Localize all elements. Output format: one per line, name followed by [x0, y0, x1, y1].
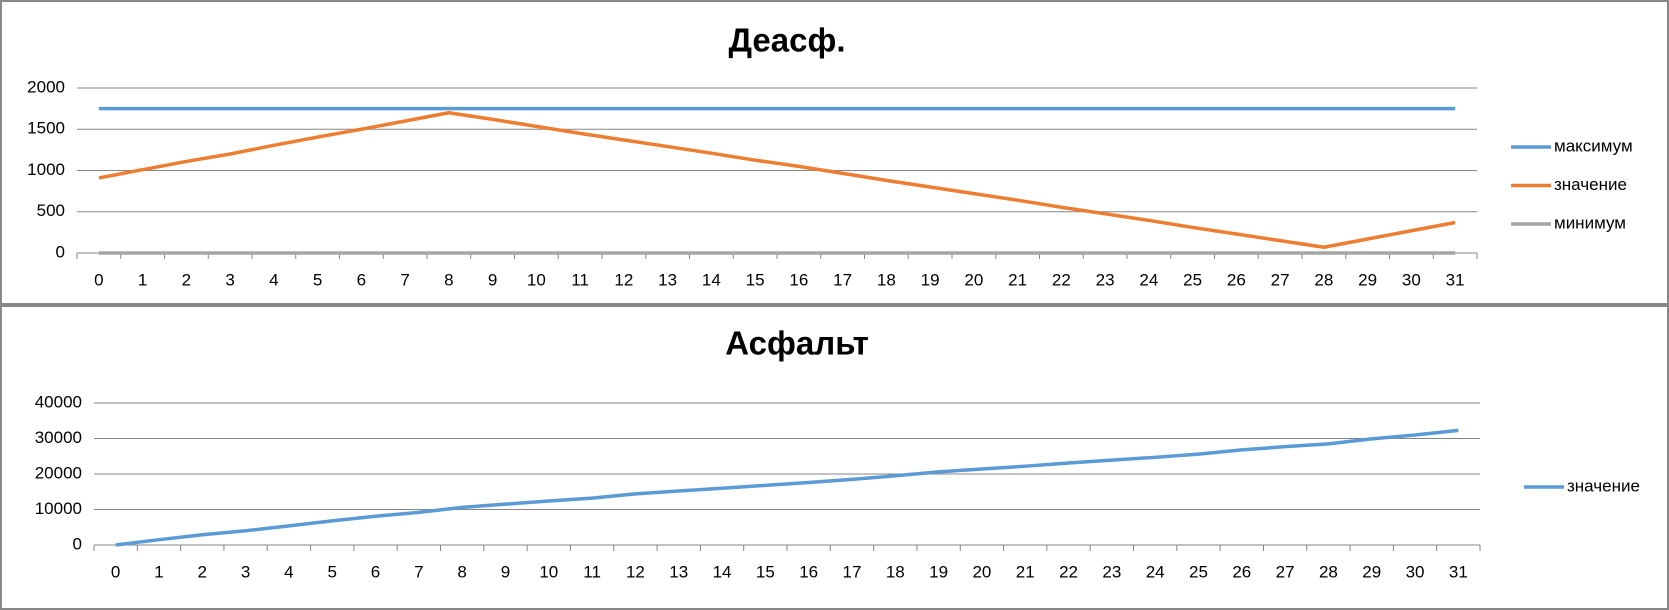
series-line — [98, 111, 1456, 249]
x-tick-label: 0 — [94, 270, 103, 289]
x-tick-label: 3 — [225, 270, 234, 289]
x-tick-label: 25 — [1183, 270, 1202, 289]
x-tick-label: 26 — [1232, 562, 1251, 581]
y-tick-label: 2000 — [27, 77, 65, 96]
chart-title: Асфальт — [725, 325, 869, 362]
x-tick-label: 25 — [1189, 562, 1208, 581]
x-tick-label: 14 — [713, 562, 732, 581]
x-tick-label: 24 — [1139, 270, 1158, 289]
x-tick-label: 20 — [964, 270, 983, 289]
legend-label: максимум — [1554, 136, 1633, 155]
legend-label: минимум — [1554, 213, 1626, 232]
x-tick-label: 2 — [182, 270, 191, 289]
panel-border — [0, 0, 1669, 305]
x-tick-label: 10 — [527, 270, 546, 289]
x-tick-label: 3 — [241, 562, 250, 581]
x-tick-label: 5 — [327, 562, 336, 581]
y-tick-label: 40000 — [35, 392, 82, 411]
y-tick-label: 0 — [73, 534, 82, 553]
x-tick-label: 5 — [313, 270, 322, 289]
x-tick-label: 30 — [1406, 562, 1425, 581]
x-tick-label: 6 — [357, 270, 366, 289]
x-tick-label: 2 — [198, 562, 207, 581]
x-tick-label: 26 — [1227, 270, 1246, 289]
x-tick-label: 17 — [833, 270, 852, 289]
x-tick-label: 4 — [284, 562, 293, 581]
x-tick-label: 20 — [972, 562, 991, 581]
x-tick-label: 16 — [799, 562, 818, 581]
x-tick-label: 12 — [614, 270, 633, 289]
y-tick-label: 0 — [56, 242, 65, 261]
x-tick-label: 7 — [414, 562, 423, 581]
x-tick-label: 23 — [1102, 562, 1121, 581]
x-tick-label: 29 — [1358, 270, 1377, 289]
chart-title: Деасф. — [728, 22, 845, 59]
x-tick-label: 9 — [501, 562, 510, 581]
x-tick-label: 13 — [658, 270, 677, 289]
panel-border — [0, 305, 1669, 610]
x-tick-label: 8 — [457, 562, 466, 581]
x-tick-label: 18 — [886, 562, 905, 581]
x-tick-label: 21 — [1008, 270, 1027, 289]
x-tick-label: 10 — [539, 562, 558, 581]
x-tick-label: 11 — [571, 270, 589, 289]
y-tick-label: 10000 — [35, 499, 82, 518]
x-tick-label: 27 — [1276, 562, 1295, 581]
x-tick-label: 27 — [1271, 270, 1290, 289]
x-tick-label: 13 — [669, 562, 688, 581]
x-tick-label: 11 — [583, 562, 601, 581]
x-tick-label: 22 — [1052, 270, 1071, 289]
x-tick-label: 12 — [626, 562, 645, 581]
y-tick-label: 1500 — [27, 119, 65, 138]
x-tick-label: 1 — [154, 562, 163, 581]
x-tick-label: 31 — [1446, 270, 1465, 289]
x-tick-label: 6 — [371, 562, 380, 581]
y-tick-label: 20000 — [35, 463, 82, 482]
x-tick-label: 29 — [1362, 562, 1381, 581]
x-tick-label: 31 — [1449, 562, 1468, 581]
x-tick-label: 21 — [1016, 562, 1035, 581]
x-tick-label: 28 — [1319, 562, 1338, 581]
x-tick-label: 28 — [1314, 270, 1333, 289]
x-tick-label: 8 — [444, 270, 453, 289]
x-tick-label: 19 — [921, 270, 940, 289]
x-tick-label: 4 — [269, 270, 278, 289]
x-tick-label: 1 — [138, 270, 147, 289]
x-tick-label: 22 — [1059, 562, 1078, 581]
y-tick-label: 30000 — [35, 428, 82, 447]
x-tick-label: 23 — [1096, 270, 1115, 289]
y-tick-label: 1000 — [27, 160, 65, 179]
legend-label: значение — [1567, 476, 1640, 495]
x-tick-label: 15 — [756, 562, 775, 581]
series-line — [115, 428, 1459, 547]
x-tick-label: 19 — [929, 562, 948, 581]
x-tick-label: 14 — [702, 270, 721, 289]
x-tick-label: 17 — [843, 562, 862, 581]
x-tick-label: 9 — [488, 270, 497, 289]
x-tick-label: 16 — [789, 270, 808, 289]
x-tick-label: 30 — [1402, 270, 1421, 289]
legend-label: значение — [1554, 175, 1627, 194]
x-tick-label: 15 — [746, 270, 765, 289]
x-tick-label: 7 — [400, 270, 409, 289]
x-tick-label: 24 — [1146, 562, 1165, 581]
x-tick-label: 0 — [111, 562, 120, 581]
y-tick-label: 500 — [37, 201, 65, 220]
x-tick-label: 18 — [877, 270, 896, 289]
